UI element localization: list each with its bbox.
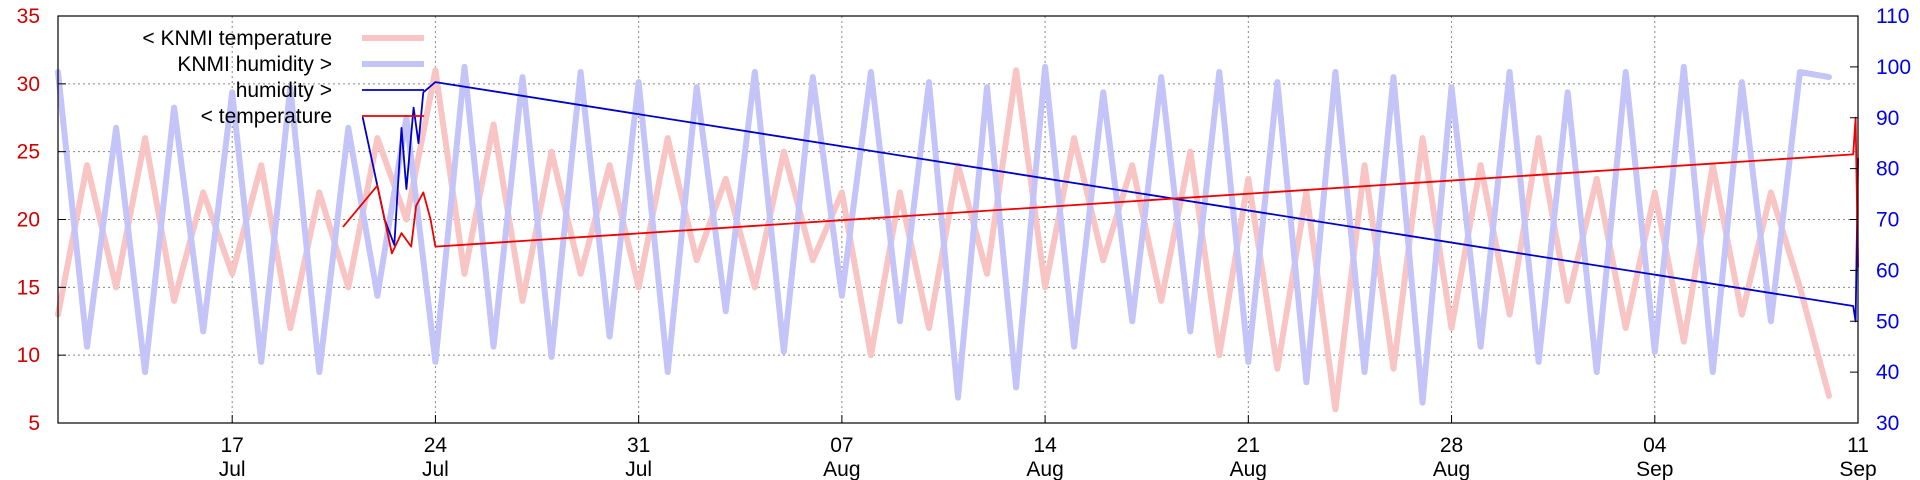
x-tick-label-month: Jul: [422, 458, 449, 480]
y-tick-label-left: 5: [28, 412, 40, 435]
series-line: [361, 81, 1859, 323]
x-axis: 17Jul24Jul31Jul07Aug14Aug21Aug28Aug04Sep…: [219, 415, 1877, 480]
x-tick-label-day: 24: [424, 434, 448, 457]
x-tick-label-day: 14: [1033, 434, 1057, 457]
y-tick-label-right: 60: [1876, 259, 1899, 282]
y-tick-label-left: 30: [17, 73, 40, 96]
legend: < KNMI temperature KNMI humidity > humidit…: [142, 27, 424, 128]
y-tick-label-right: 30: [1876, 412, 1899, 435]
y-tick-label-right: 100: [1876, 56, 1911, 79]
x-tick-label-day: 04: [1643, 434, 1667, 457]
series-layer: [55, 63, 1859, 413]
y-tick-label-left: 15: [17, 276, 40, 299]
legend-label: < KNMI temperature: [142, 27, 332, 50]
series-line: [55, 63, 1832, 406]
y-tick-label-left: 20: [17, 209, 40, 232]
legend-label: < temperature: [201, 105, 332, 128]
x-tick-label-month: Sep: [1839, 458, 1876, 480]
y-tick-label-left: 25: [17, 141, 40, 164]
x-tick-label-day: 11: [1847, 434, 1869, 457]
y-tick-label-right: 90: [1876, 107, 1899, 130]
y-axis-right: 30 40 50 60 70 80 90 100 110: [1850, 5, 1911, 435]
y-tick-label-right: 80: [1876, 158, 1899, 181]
x-tick-label-day: 07: [830, 434, 853, 457]
x-tick-label-month: Jul: [219, 458, 246, 480]
x-tick-label-month: Sep: [1636, 458, 1673, 480]
legend-label: KNMI humidity >: [177, 53, 332, 76]
y-tick-label-right: 70: [1876, 209, 1899, 232]
x-tick-label-day: 21: [1237, 434, 1260, 457]
y-tick-label-right: 40: [1876, 361, 1899, 384]
y-tick-label-right: 110: [1876, 5, 1909, 28]
x-tick-label-month: Aug: [1433, 458, 1470, 480]
x-tick-label-day: 17: [221, 434, 244, 457]
x-tick-label-month: Jul: [625, 458, 652, 480]
x-tick-label-month: Aug: [1026, 458, 1063, 480]
x-tick-label-month: Aug: [823, 458, 860, 480]
x-tick-label-month: Aug: [1230, 458, 1267, 480]
y-tick-label-left: 35: [17, 5, 40, 28]
legend-label: humidity >: [236, 79, 332, 102]
y-axis-left: 5 10 15 20 25 30 35: [17, 5, 66, 435]
grid-layer: [58, 16, 1858, 423]
y-tick-label-right: 50: [1876, 310, 1899, 333]
x-tick-label-day: 28: [1440, 434, 1463, 457]
y-tick-label-left: 10: [17, 344, 40, 367]
x-tick-label-day: 31: [627, 434, 650, 457]
series-line: [342, 116, 1859, 268]
